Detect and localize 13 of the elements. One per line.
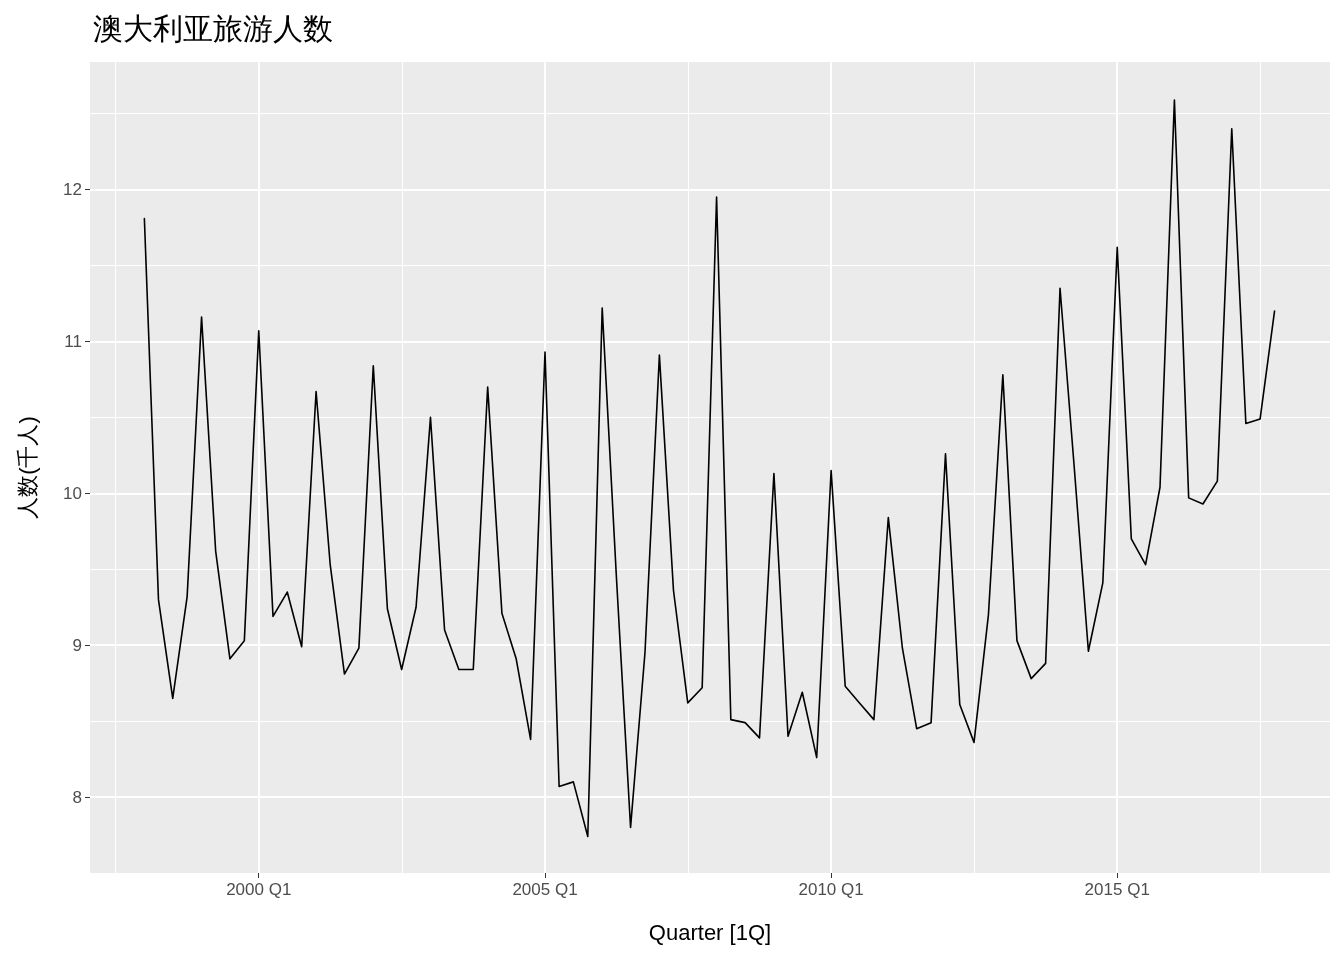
y-tick-label: 11 (64, 331, 82, 351)
x-axis-title: Quarter [1Q] (648, 919, 772, 945)
x-tick-label: 2010 Q1 (798, 880, 864, 899)
chart-title: 澳大利亚旅游人数 (93, 10, 333, 46)
x-tick-label: 2005 Q1 (512, 880, 578, 899)
y-tick-label: 12 (63, 180, 82, 200)
line-series (143, 99, 1276, 838)
y-tick-label: 8 (72, 787, 82, 807)
y-tick-label: 9 (72, 635, 82, 655)
y-tick-label: 10 (63, 483, 82, 503)
x-tick-label: 2015 Q1 (1084, 880, 1150, 899)
y-axis-title: 人数(千人) (14, 416, 40, 519)
x-tick-label: 2000 Q1 (226, 880, 292, 899)
